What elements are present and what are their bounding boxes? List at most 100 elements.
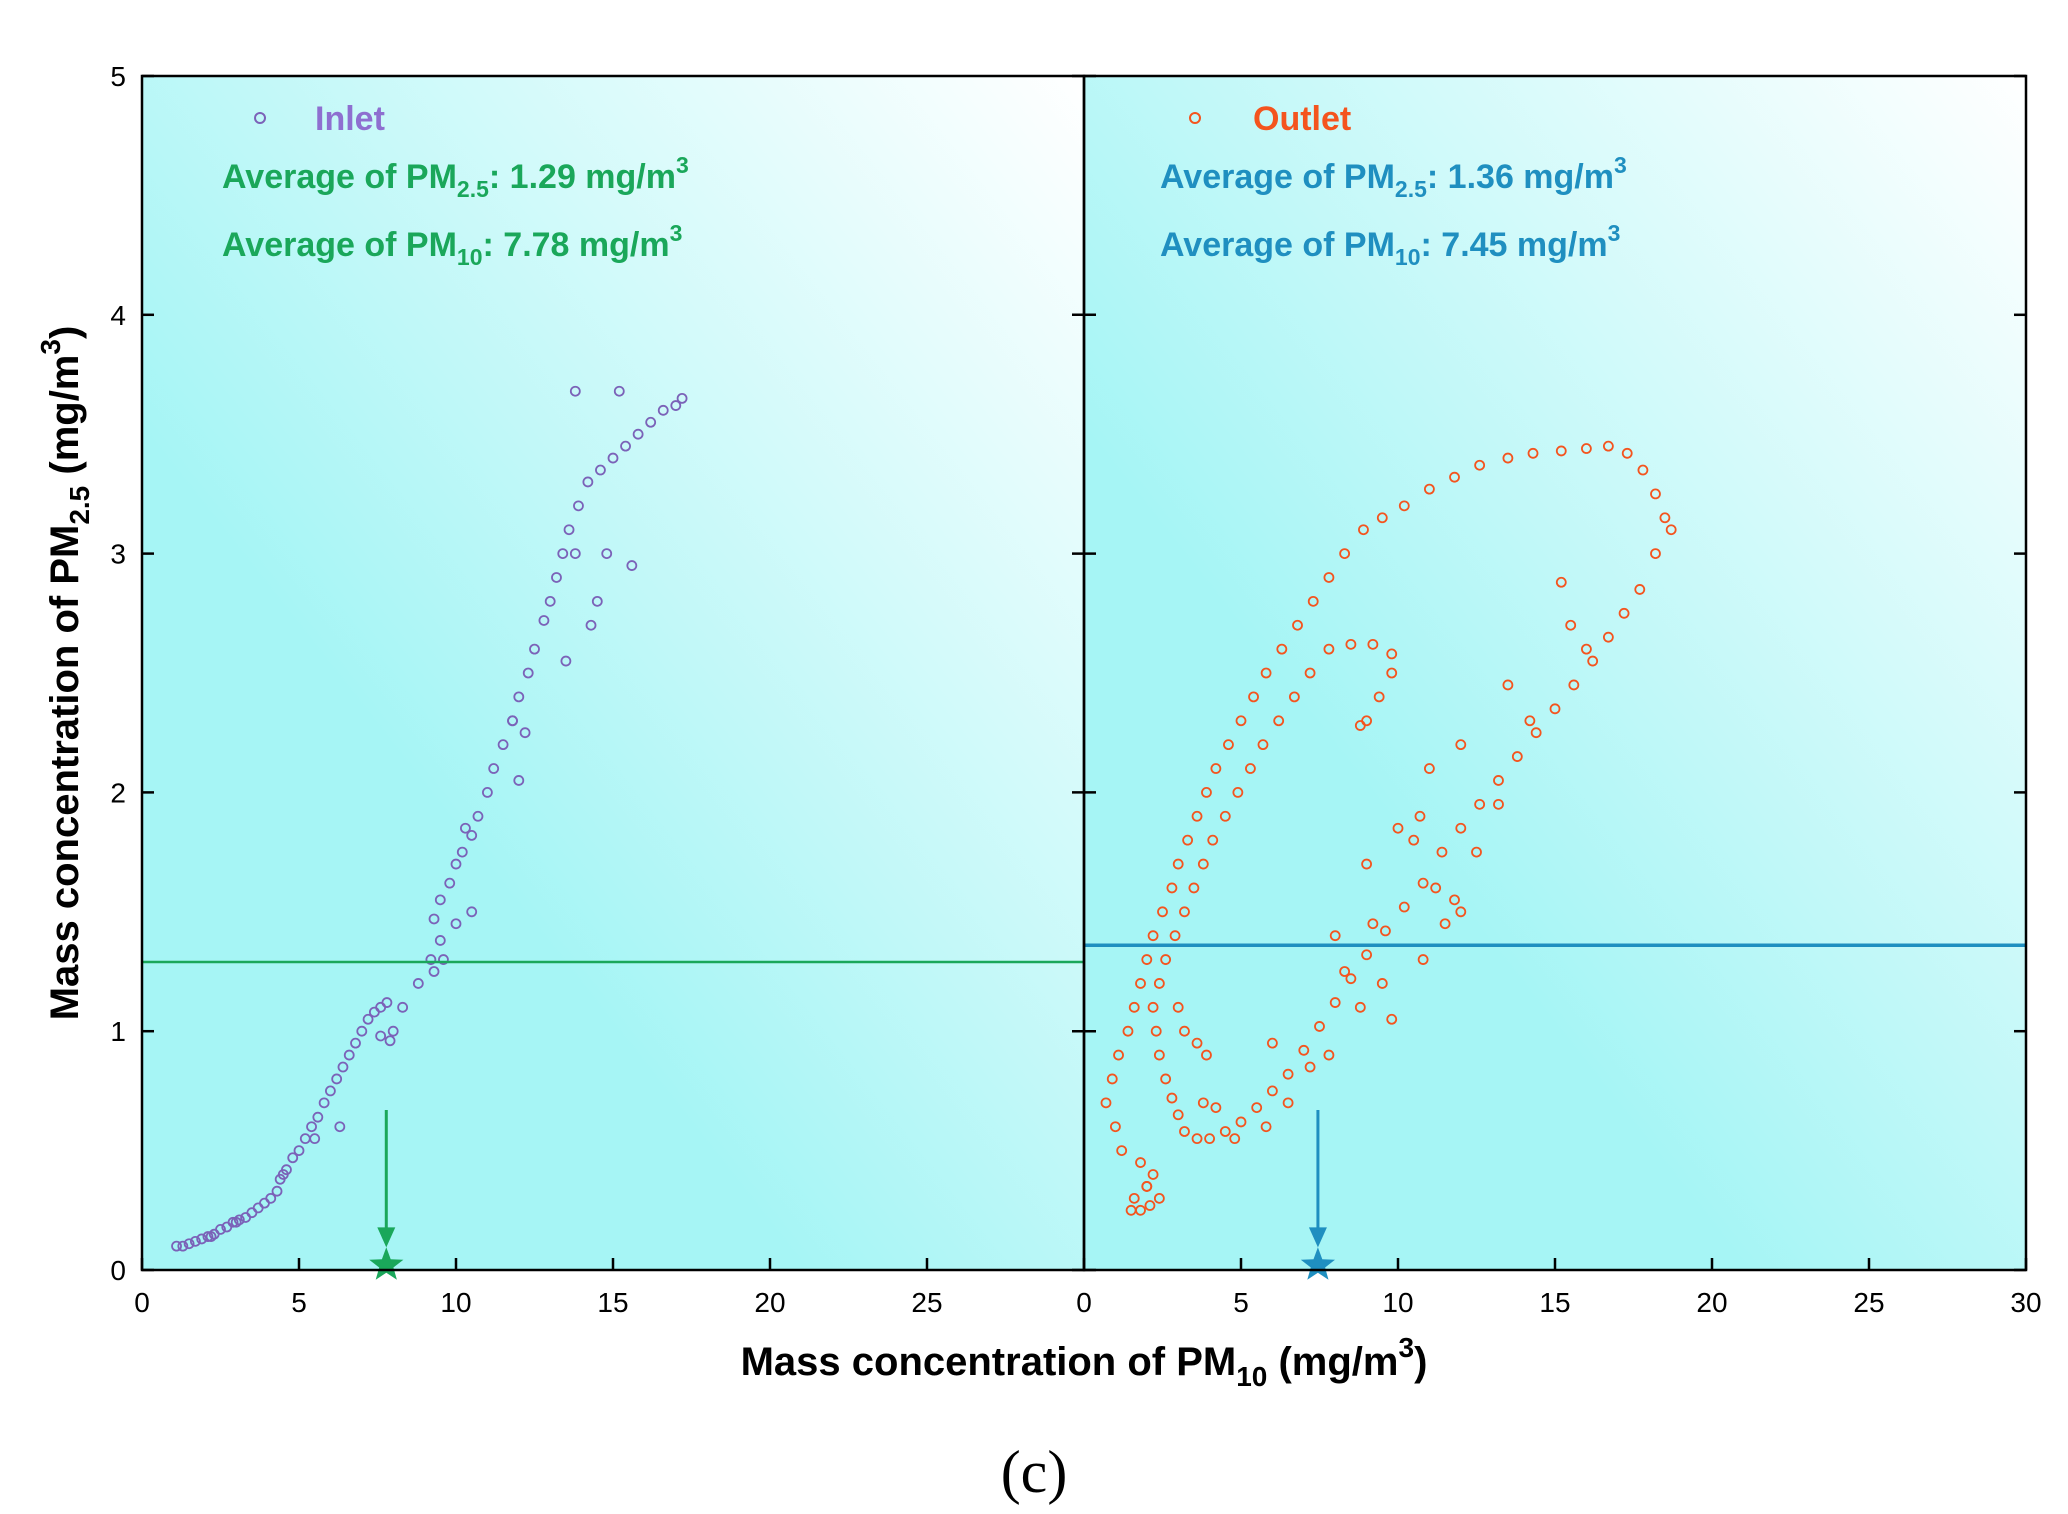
inlet-data-point	[472, 810, 484, 822]
outlet-data-point	[1166, 882, 1178, 894]
outlet-data-point	[1634, 584, 1646, 595]
outlet-data-point	[1581, 443, 1592, 454]
outlet-data-point	[1386, 667, 1398, 679]
outlet-data-point	[1329, 997, 1341, 1008]
outlet-data-point	[1329, 930, 1341, 942]
outlet-data-point	[1201, 787, 1212, 798]
outlet-data-point	[1172, 1109, 1184, 1121]
y-axis-title: Mass concentration of PM2.5 (mg/m3)	[35, 326, 95, 1021]
inlet-data-point	[324, 1085, 336, 1097]
outlet-data-point	[1267, 1037, 1278, 1049]
outlet-data-point	[1188, 882, 1200, 894]
inlet-series	[171, 385, 688, 1252]
x-tick-label: 15	[597, 1287, 628, 1318]
inlet-data-point	[632, 428, 644, 440]
y-tick-label: 3	[110, 539, 126, 570]
outlet-data-point	[1354, 720, 1366, 731]
inlet-pm10-average-text: Average of PM10: 7.78 mg/m3	[222, 220, 682, 270]
outlet-data-point	[1392, 822, 1404, 834]
outlet-data-point	[1380, 925, 1391, 937]
outlet-data-point	[1144, 1200, 1156, 1211]
outlet-data-point	[1339, 548, 1351, 559]
outlet-data-point	[1304, 667, 1316, 679]
outlet-data-point	[1417, 954, 1429, 965]
outlet-data-point	[1621, 447, 1633, 459]
inlet-data-point	[551, 572, 562, 583]
outlet-data-point	[1449, 471, 1460, 483]
inlet-data-point	[337, 1061, 349, 1073]
outlet-data-point	[1502, 452, 1514, 464]
x-tick-label: 25	[911, 1287, 942, 1318]
inlet-data-point	[450, 918, 462, 930]
inlet-data-point	[183, 1238, 195, 1250]
outlet-data-point	[1502, 679, 1514, 691]
inlet-data-point	[645, 416, 657, 428]
inlet-data-point	[334, 1121, 346, 1133]
outlet-data-point	[1122, 1025, 1134, 1037]
outlet-data-point	[1424, 763, 1435, 774]
outlet-data-point	[1135, 1157, 1146, 1168]
outlet-data-point	[1455, 739, 1467, 751]
outlet-data-point	[1153, 1192, 1165, 1204]
inlet-data-point	[466, 829, 478, 841]
inlet-data-point	[215, 1224, 226, 1235]
inlet-data-point	[522, 667, 534, 679]
outlet-data-point	[1150, 1025, 1162, 1037]
outlet-data-point	[1157, 906, 1168, 918]
inlet-data-point	[287, 1152, 299, 1164]
inlet-data-point	[626, 560, 638, 571]
outlet-data-point	[1367, 638, 1379, 650]
inlet-data-point	[538, 615, 550, 626]
inlet-data-point	[481, 787, 493, 798]
outlet-data-point	[1207, 834, 1219, 846]
outlet-pm25-average-text: Average of PM2.5: 1.36 mg/m3	[1160, 152, 1627, 202]
outlet-data-point	[1219, 810, 1231, 822]
outlet-legend-label: Outlet	[1253, 100, 1351, 138]
outlet-data-point	[1219, 1126, 1231, 1137]
inlet-data-point	[177, 1240, 189, 1252]
inlet-data-point	[293, 1145, 305, 1156]
inlet-data-point	[428, 966, 440, 977]
x-tick-label: 10	[1382, 1287, 1413, 1318]
inlet-data-point	[620, 440, 631, 452]
inlet-data-point	[557, 548, 569, 559]
inlet-data-point	[657, 404, 669, 416]
outlet-legend-marker	[1189, 112, 1201, 124]
inlet-data-point	[271, 1185, 283, 1197]
inlet-data-point	[189, 1235, 201, 1247]
inlet-data-point	[497, 739, 509, 751]
outlet-data-point	[1339, 966, 1351, 977]
outlet-data-point	[1361, 949, 1372, 961]
y-tick-label: 0	[110, 1255, 126, 1286]
outlet-data-point	[1568, 679, 1580, 691]
inlet-data-point	[312, 1111, 324, 1123]
outlet-data-point	[1511, 751, 1523, 762]
inlet-data-point	[277, 1169, 289, 1180]
outlet-data-point	[1314, 1021, 1325, 1032]
inlet-data-point	[171, 1240, 182, 1252]
outlet-data-point	[1358, 524, 1369, 536]
outlet-data-point	[1197, 858, 1209, 870]
outlet-data-point	[1386, 1013, 1398, 1025]
outlet-data-point	[1267, 1085, 1278, 1097]
outlet-data-point	[1106, 1073, 1118, 1085]
outlet-data-point	[1141, 954, 1153, 965]
outlet-data-point	[1235, 1116, 1247, 1128]
outlet-data-point	[1565, 619, 1577, 631]
outlet-data-point	[1424, 483, 1435, 495]
outlet-data-point	[1147, 1169, 1159, 1180]
outlet-data-point	[1179, 906, 1190, 918]
y-tick-label: 5	[110, 61, 126, 92]
outlet-data-point	[1172, 858, 1184, 870]
outlet-data-point	[1260, 1121, 1272, 1133]
outlet-data-point	[1439, 918, 1451, 930]
outlet-arrow-head	[1308, 1227, 1327, 1248]
outlet-data-point	[1373, 691, 1385, 703]
outlet-data-point	[1354, 1001, 1366, 1013]
inlet-data-point	[428, 913, 440, 925]
inlet-data-point	[595, 464, 606, 476]
inlet-data-point	[306, 1121, 317, 1133]
outlet-data-point	[1665, 524, 1677, 536]
inlet-data-point	[507, 715, 518, 727]
outlet-data-point	[1323, 572, 1335, 583]
